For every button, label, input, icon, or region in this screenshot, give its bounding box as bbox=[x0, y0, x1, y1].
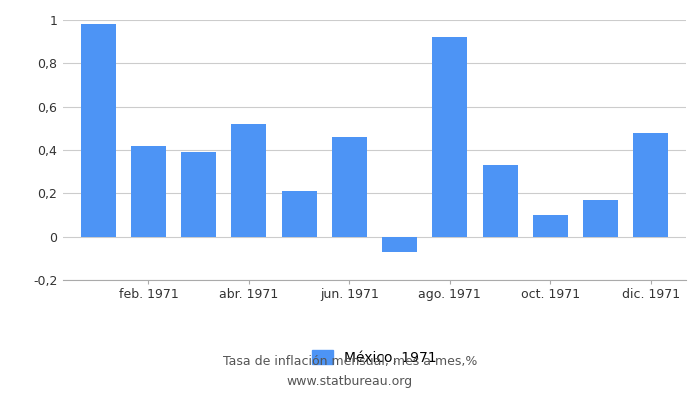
Bar bbox=[583, 200, 618, 237]
Bar bbox=[181, 152, 216, 237]
Bar bbox=[332, 137, 367, 237]
Bar bbox=[281, 191, 316, 237]
Bar bbox=[533, 215, 568, 237]
Bar bbox=[382, 237, 417, 252]
Bar bbox=[231, 124, 267, 237]
Bar bbox=[80, 24, 116, 237]
Bar bbox=[634, 133, 668, 237]
Bar bbox=[482, 165, 518, 237]
Text: www.statbureau.org: www.statbureau.org bbox=[287, 376, 413, 388]
Legend: México, 1971: México, 1971 bbox=[307, 344, 442, 370]
Bar bbox=[433, 37, 468, 237]
Bar bbox=[131, 146, 166, 237]
Text: Tasa de inflación mensual, mes a mes,%: Tasa de inflación mensual, mes a mes,% bbox=[223, 356, 477, 368]
